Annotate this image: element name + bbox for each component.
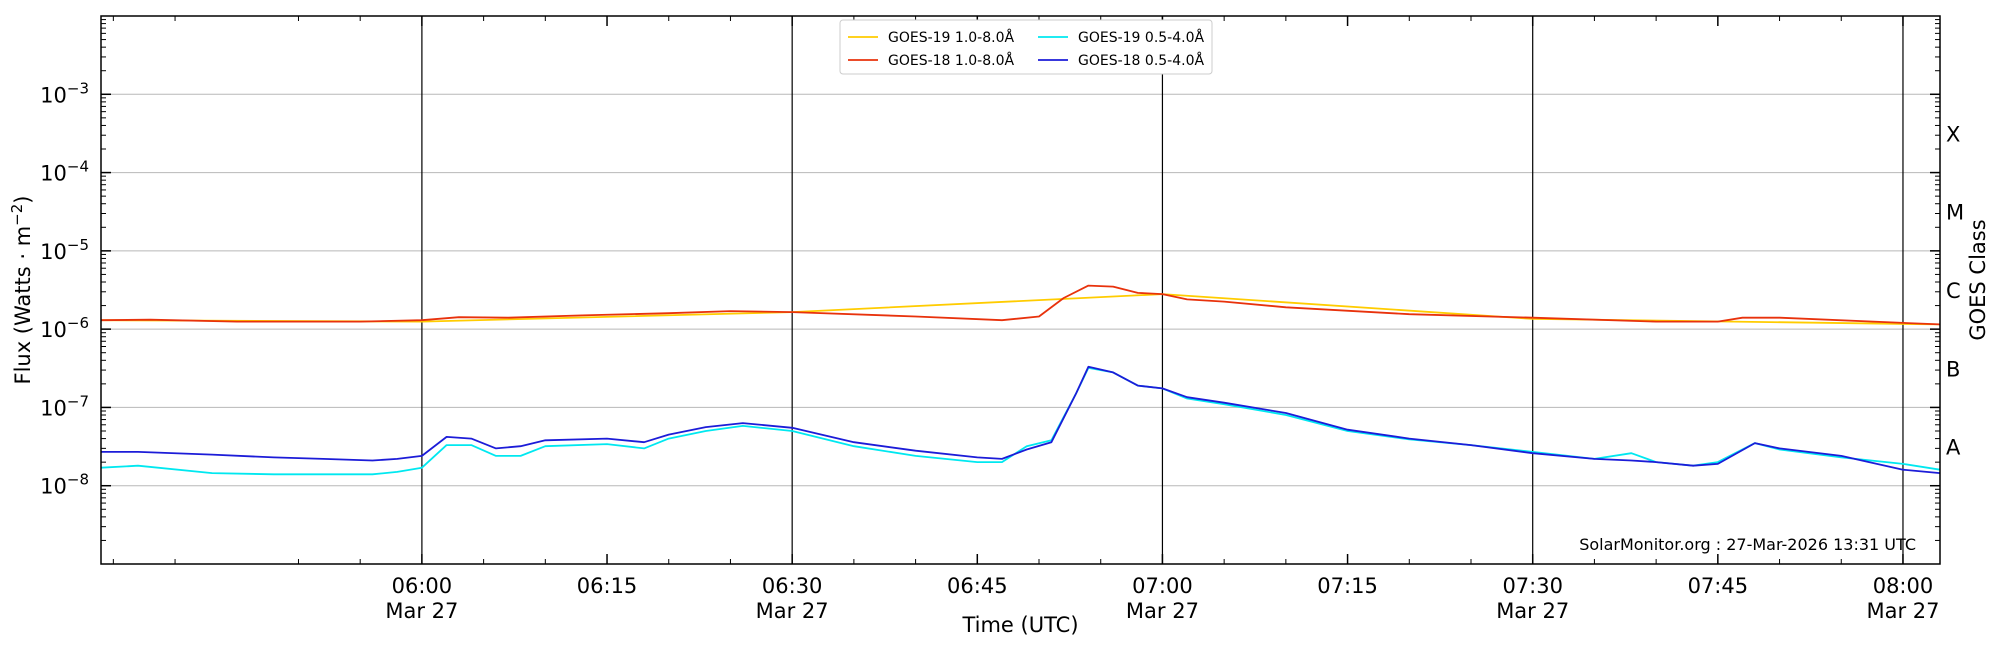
y-axis-ticks: 10−810−710−610−510−410−3 <box>40 19 1940 541</box>
x-tick-sublabel: Mar 27 <box>385 599 458 623</box>
legend: GOES-19 1.0-8.0Å GOES-18 1.0-8.0Å GOES-19 … <box>839 19 1213 75</box>
y-axis-title-exponent: −2 <box>8 204 26 226</box>
x-axis-title: Time (UTC) <box>961 613 1078 637</box>
legend-label-3: GOES-18 0.5-4.0Å <box>1078 52 1204 69</box>
goes-class-X: X <box>1946 122 1960 146</box>
y-axis-title-suffix: ) <box>11 195 35 203</box>
y-axis-title: Flux (Watts · m−2) <box>8 195 35 384</box>
day-marker-lines <box>421 16 1904 564</box>
goes-class-axis-title: GOES Class <box>1966 219 1990 340</box>
legend-label-1: GOES-18 1.0-8.0Å <box>888 52 1014 69</box>
x-tick-sublabel: Mar 27 <box>1866 599 1939 623</box>
x-tick-label: 08:00 <box>1873 574 1934 598</box>
y-tick-exponent: −4 <box>67 158 89 176</box>
goes-class-M: M <box>1946 201 1964 225</box>
goes-class-B: B <box>1946 357 1960 381</box>
series-line-0 <box>100 293 1941 326</box>
goes-class-C: C <box>1946 279 1961 303</box>
source-credit: SolarMonitor.org : 27-Mar-2026 13:31 UTC <box>1579 535 1916 554</box>
flux-series <box>100 284 1941 476</box>
x-tick-label: 06:15 <box>577 574 638 598</box>
y-tick-label: 10−5 <box>40 236 89 264</box>
x-tick-label: 06:45 <box>947 574 1008 598</box>
legend-label-0: GOES-19 1.0-8.0Å <box>888 29 1014 46</box>
plot-frame <box>100 15 1941 565</box>
x-tick-sublabel: Mar 27 <box>1496 599 1569 623</box>
series-line-1 <box>100 284 1941 326</box>
x-tick-label: 06:30 <box>762 574 823 598</box>
x-tick-label: 06:00 <box>392 574 453 598</box>
goes-class-A: A <box>1946 436 1961 460</box>
goes-class-labels: A B C M X <box>1946 122 1964 459</box>
y-tick-exponent: −6 <box>67 314 89 332</box>
y-tick-exponent: −8 <box>67 471 89 489</box>
x-tick-sublabel: Mar 27 <box>756 599 829 623</box>
x-tick-label: 07:45 <box>1688 574 1749 598</box>
y-tick-exponent: −5 <box>67 236 89 254</box>
x-tick-label: 07:30 <box>1502 574 1563 598</box>
grid-lines <box>101 93 1940 487</box>
x-tick-sublabel: Mar 27 <box>1126 599 1199 623</box>
y-axis-title-main: Flux (Watts · m <box>11 226 35 385</box>
y-tick-base: 10 <box>40 240 67 264</box>
series-line-3 <box>101 365 1941 474</box>
y-tick-exponent: −7 <box>67 392 89 410</box>
series-line-2 <box>100 366 1941 476</box>
legend-label-2: GOES-19 0.5-4.0Å <box>1078 29 1204 46</box>
y-tick-label: 10−7 <box>40 392 89 420</box>
y-tick-base: 10 <box>40 396 67 420</box>
y-tick-base: 10 <box>40 162 67 186</box>
y-tick-base: 10 <box>40 475 67 499</box>
legend-box <box>839 19 1213 75</box>
x-tick-label: 07:00 <box>1132 574 1193 598</box>
y-tick-label: 10−3 <box>40 79 89 107</box>
y-tick-base: 10 <box>40 83 67 107</box>
y-tick-base: 10 <box>40 318 67 342</box>
y-tick-label: 10−8 <box>40 471 89 499</box>
x-tick-label: 07:15 <box>1317 574 1378 598</box>
y-tick-exponent: −3 <box>67 79 89 97</box>
y-tick-label: 10−6 <box>40 314 89 342</box>
y-tick-label: 10−4 <box>40 158 89 186</box>
